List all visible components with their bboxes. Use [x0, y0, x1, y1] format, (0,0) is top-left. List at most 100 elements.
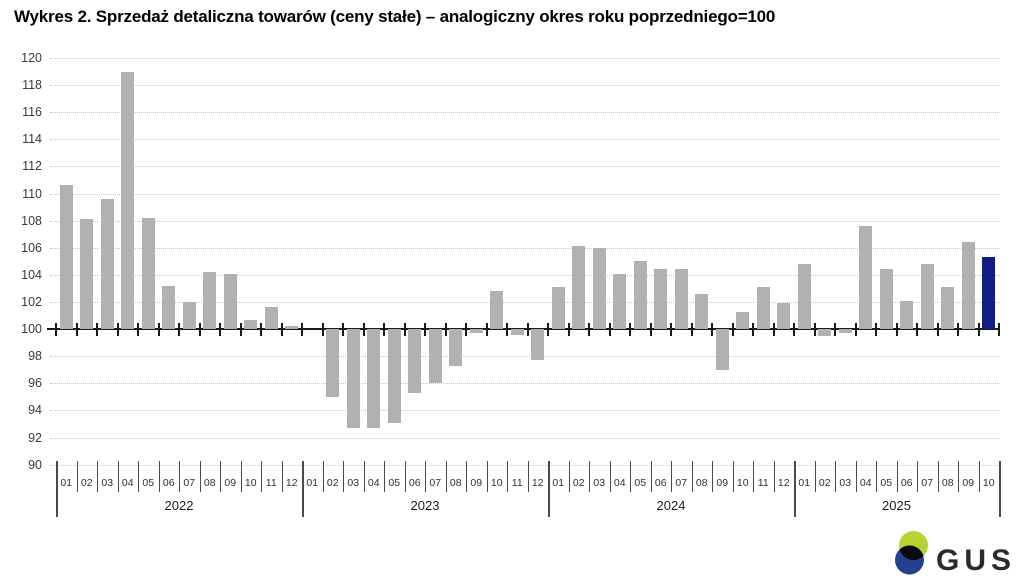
axis-tick [178, 322, 180, 336]
month-label-2025-06: 06 [900, 477, 913, 489]
axis-tick [157, 322, 160, 336]
month-separator [917, 461, 918, 492]
axis-tick [239, 322, 242, 336]
month-separator [958, 461, 959, 492]
axis-tick [998, 322, 1000, 336]
axis-tick [772, 322, 775, 336]
gridline-102 [50, 302, 1000, 304]
bar-2023-09 [469, 329, 483, 334]
month-label-2023-09: 09 [470, 477, 483, 489]
gus-logo: GUS [895, 531, 1011, 577]
axis-tick [444, 322, 447, 336]
bar-2024-11 [756, 287, 770, 330]
gridline-110 [50, 193, 1000, 195]
month-separator [814, 461, 816, 492]
axis-tick [485, 322, 488, 336]
month-separator [363, 461, 365, 492]
axis-tick [403, 322, 406, 336]
month-label-2025-01: 01 [798, 477, 811, 489]
month-label-2024-05: 05 [634, 477, 647, 489]
bar-2022-11 [264, 307, 278, 330]
month-label-2022-03: 03 [101, 477, 114, 489]
axis-tick [465, 322, 467, 336]
bar-2025-04 [859, 226, 873, 330]
gridline-96 [50, 383, 1000, 385]
gridline-118 [50, 85, 1000, 87]
month-separator [138, 461, 139, 492]
month-label-2022-01: 01 [60, 477, 73, 489]
bar-2023-05 [387, 329, 401, 423]
bar-2022-12 [285, 326, 299, 330]
month-separator [76, 461, 78, 492]
month-label-2022-12: 12 [285, 477, 298, 489]
axis-tick [75, 322, 78, 336]
month-label-2023-12: 12 [531, 477, 544, 489]
axis-tick [198, 322, 201, 336]
bar-2025-01 [797, 264, 811, 330]
month-separator [466, 461, 467, 492]
month-separator [507, 461, 508, 492]
axis-tick [629, 322, 631, 336]
gridline-104 [50, 274, 1000, 276]
axis-tick [834, 322, 836, 336]
axis-tick [936, 322, 939, 336]
axis-tick [793, 322, 795, 336]
month-label-2024-08: 08 [695, 477, 708, 489]
bar-2024-01 [551, 287, 565, 330]
y-axis-label-90: 90 [28, 457, 42, 472]
month-separator [978, 461, 980, 492]
bar-2022-04 [121, 71, 135, 330]
bar-2024-04 [613, 273, 627, 330]
month-separator [281, 461, 283, 492]
bar-2024-07 [674, 269, 688, 330]
month-separator [302, 461, 304, 517]
month-separator [753, 461, 754, 492]
axis-tick [96, 322, 98, 336]
bar-2024-06 [654, 269, 668, 330]
month-separator [425, 461, 426, 492]
month-label-2022-11: 11 [265, 477, 277, 489]
month-separator [609, 461, 611, 492]
y-axis-label-120: 120 [21, 51, 42, 65]
axis-tick [321, 322, 324, 336]
bar-2024-09 [715, 329, 729, 370]
axis-tick [690, 322, 693, 336]
month-separator [691, 461, 693, 492]
month-separator [773, 461, 775, 492]
bar-2025-02 [818, 329, 832, 336]
bar-2023-06 [408, 329, 422, 393]
y-axis-label-104: 104 [21, 267, 42, 282]
month-label-2022-09: 09 [224, 477, 237, 489]
month-separator [343, 461, 344, 492]
month-separator [261, 461, 262, 492]
gridline-90 [50, 464, 1000, 466]
month-separator [937, 461, 939, 492]
month-label-2023-08: 08 [449, 477, 462, 489]
month-label-2022-06: 06 [162, 477, 175, 489]
y-axis-label-108: 108 [21, 213, 42, 228]
bar-2022-09 [223, 273, 237, 330]
axis-tick [137, 322, 139, 336]
axis-tick [547, 322, 549, 336]
month-separator [445, 461, 447, 492]
axis-tick [526, 322, 529, 336]
gridline-112 [50, 166, 1000, 168]
bar-2022-07 [182, 302, 196, 330]
y-axis-label-100: 100 [21, 322, 42, 337]
month-separator [179, 461, 180, 492]
bar-2023-02 [326, 329, 340, 397]
axis-tick [424, 322, 426, 336]
y-axis-label-112: 112 [22, 159, 42, 174]
gus-logo-overlap [899, 545, 924, 560]
month-separator [589, 461, 590, 492]
axis-tick [301, 322, 303, 336]
month-separator [117, 461, 119, 492]
month-separator-end [999, 461, 1001, 517]
month-separator [855, 461, 857, 492]
month-separator [835, 461, 836, 492]
axis-tick [55, 322, 57, 336]
month-label-2024-07: 07 [675, 477, 688, 489]
month-separator [240, 461, 242, 492]
y-axis-label-94: 94 [28, 403, 42, 418]
y-axis-label-110: 110 [22, 186, 42, 201]
